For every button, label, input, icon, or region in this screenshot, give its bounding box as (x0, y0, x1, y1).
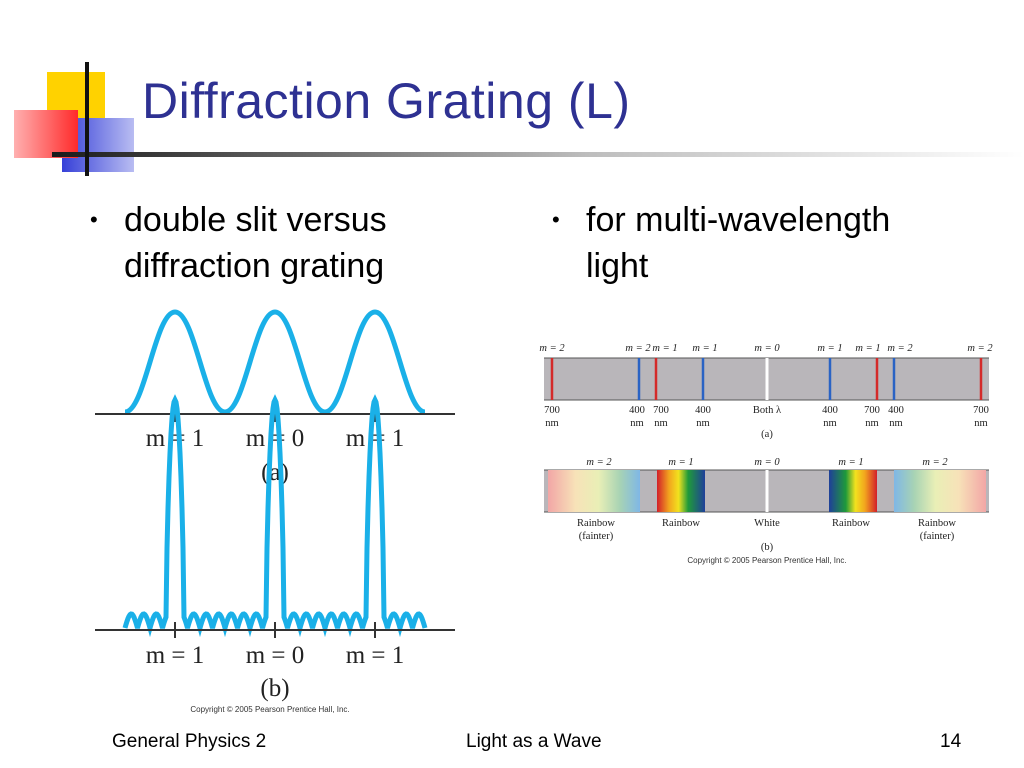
label-b-left: m = 1 (146, 642, 205, 669)
wl-0-unit: nm (545, 418, 558, 429)
order-a-0: m = 2 (539, 343, 565, 354)
red-square (14, 110, 78, 158)
order-a-4: m = 0 (754, 343, 780, 354)
rainbow-m1-right (829, 470, 877, 512)
band-2-line1: White (754, 518, 780, 529)
vertical-rule (85, 62, 89, 176)
bullet-right-line2: light (586, 247, 649, 285)
wl-3-unit: nm (696, 418, 709, 429)
order-a-5: m = 1 (817, 343, 842, 354)
bullet-right: • for multi-wavelength light (552, 197, 891, 289)
copyright-left: Copyright © 2005 Pearson Prentice Hall, … (190, 705, 349, 714)
copyright-right: Copyright © 2005 Pearson Prentice Hall, … (687, 556, 846, 565)
wl-7-value: 400 (888, 405, 904, 416)
band-0-line2: (fainter) (579, 531, 614, 542)
wl-1-value: 400 (629, 405, 645, 416)
label-a-center: m = 0 (246, 425, 305, 452)
band-3-line1: Rainbow (832, 518, 870, 529)
band-1-line1: Rainbow (662, 518, 700, 529)
footer-course: General Physics 2 (112, 731, 267, 752)
order-a-6: m = 1 (855, 343, 880, 354)
wl-8-value: 700 (973, 405, 989, 416)
grating-curve (122, 394, 428, 638)
wl-4-value: Both λ (753, 405, 782, 416)
order-a-7: m = 2 (887, 343, 913, 354)
bullet-right-line1: for multi-wavelength (586, 201, 891, 239)
bullet-dot: • (552, 207, 560, 232)
caption-a: (a) (261, 459, 289, 486)
title-rule (52, 152, 1024, 157)
wl-2-unit: nm (654, 418, 667, 429)
bullet-left: • double slit versus diffraction grating (90, 197, 387, 289)
order-b-4: m = 2 (922, 457, 948, 468)
wl-1-unit: nm (630, 418, 643, 429)
label-a-left: m = 1 (146, 425, 205, 452)
rainbow-m1-left (657, 470, 705, 512)
order-b-1: m = 1 (668, 457, 693, 468)
order-a-8: m = 2 (967, 343, 993, 354)
rainbow-m2-left (548, 470, 640, 512)
label-b-center: m = 0 (246, 642, 305, 669)
order-a-1: m = 2 (625, 343, 651, 354)
wl-3-value: 400 (695, 405, 711, 416)
slide-title: Diffraction Grating (L) (142, 73, 631, 129)
order-b-2: m = 0 (754, 457, 780, 468)
caption-spectrum-b: (b) (761, 542, 774, 553)
band-4-line1: Rainbow (918, 518, 956, 529)
wl-6-unit: nm (865, 418, 878, 429)
wl-5-unit: nm (823, 418, 836, 429)
double-slit-curve (124, 309, 426, 415)
label-a-right: m = 1 (346, 425, 405, 452)
spectrum-figure: m = 2 m = 2 m = 1 m = 1 m = 0 m = 1 m = … (539, 343, 993, 565)
wl-5-value: 400 (822, 405, 838, 416)
order-b-3: m = 1 (838, 457, 863, 468)
rainbow-m2-right (894, 470, 986, 512)
wl-6-value: 700 (864, 405, 880, 416)
label-b-right: m = 1 (346, 642, 405, 669)
intensity-figure: m = 1 m = 0 m = 1 (a) m = 1 m = 0 m = 1 … (95, 309, 455, 714)
wl-2-value: 700 (653, 405, 669, 416)
footer-page-number: 14 (940, 731, 962, 752)
band-0-line1: Rainbow (577, 518, 615, 529)
band-4-line2: (fainter) (920, 531, 955, 542)
wl-7-unit: nm (889, 418, 902, 429)
order-a-3: m = 1 (692, 343, 717, 354)
caption-spectrum-a: (a) (761, 429, 773, 440)
wl-8-unit: nm (974, 418, 987, 429)
order-a-2: m = 1 (652, 343, 677, 354)
bullet-left-line2: diffraction grating (124, 247, 385, 285)
bullet-left-line1: double slit versus (124, 201, 387, 239)
header-decoration (14, 62, 1024, 176)
wl-0-value: 700 (544, 405, 560, 416)
bullet-dot: • (90, 207, 98, 232)
footer-topic: Light as a Wave (466, 731, 602, 752)
order-b-0: m = 2 (586, 457, 612, 468)
caption-b: (b) (260, 675, 289, 702)
